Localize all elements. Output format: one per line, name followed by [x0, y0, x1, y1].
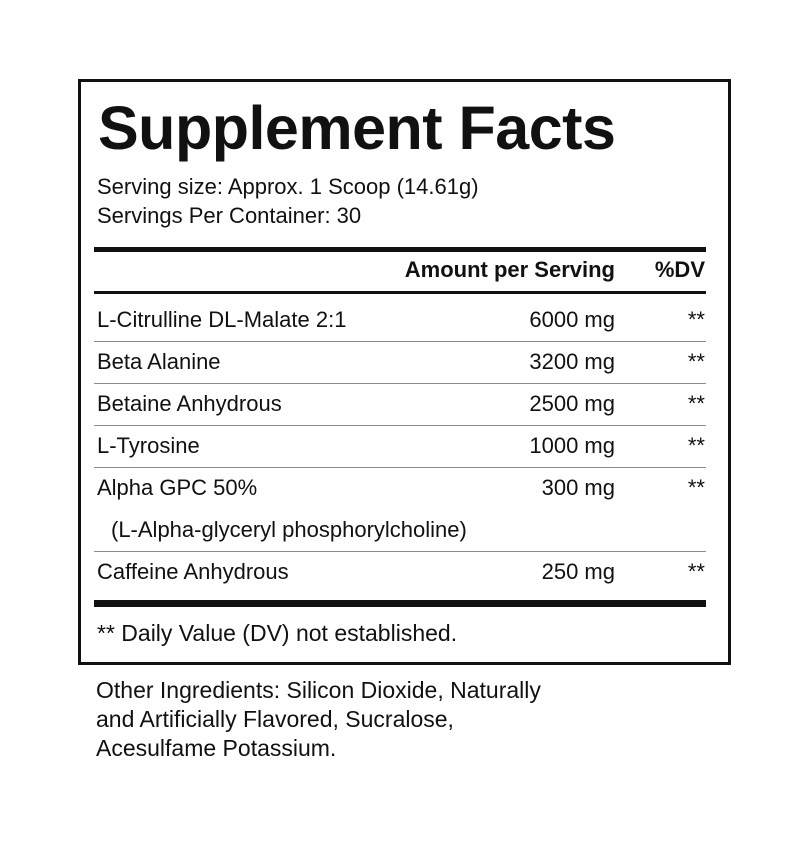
row-divider [94, 551, 706, 552]
ingredient-dv: ** [687, 349, 705, 374]
ingredient-dv: ** [687, 559, 705, 584]
ingredient-amount: 6000 mg [529, 307, 615, 332]
other-ingredients-line: Other Ingredients: Silicon Dioxide, Natu… [96, 677, 541, 703]
footnote: ** Daily Value (DV) not established. [97, 620, 458, 646]
ingredient-amount: 2500 mg [529, 391, 615, 416]
row-divider [94, 467, 706, 468]
ingredient-name: Beta Alanine [97, 349, 221, 374]
other-ingredients: Other Ingredients: Silicon Dioxide, Natu… [96, 676, 541, 763]
ingredient-name: Alpha GPC 50% [97, 475, 258, 500]
row-divider [94, 425, 706, 426]
header-dv: %DV [654, 257, 705, 282]
ingredient-name: Betaine Anhydrous [97, 391, 282, 416]
header-amount: Amount per Serving [404, 257, 615, 282]
ingredient-name: L-Tyrosine [97, 433, 200, 458]
ingredient-amount: 250 mg [541, 559, 615, 584]
ingredient-dv: ** [687, 307, 705, 332]
ingredient-amount: 3200 mg [529, 349, 615, 374]
ingredient-name: Caffeine Anhydrous [97, 559, 289, 584]
row-divider [94, 383, 706, 384]
header-divider [94, 291, 706, 294]
thick-divider [94, 247, 706, 252]
servings-per-container: Servings Per Container: 30 [97, 203, 362, 228]
ingredient-dv: ** [687, 391, 705, 416]
ingredient-amount: 1000 mg [529, 433, 615, 458]
bottom-thick-divider [94, 600, 706, 607]
ingredient-subtitle: (L-Alpha-glyceryl phosphorylcholine) [111, 517, 467, 542]
ingredient-dv: ** [687, 433, 705, 458]
ingredient-amount: 300 mg [541, 475, 615, 500]
supplement-facts-panel [78, 79, 731, 665]
serving-size: Serving size: Approx. 1 Scoop (14.61g) [97, 174, 479, 199]
ingredient-name: L-Citrulline DL-Malate 2:1 [97, 307, 347, 332]
other-ingredients-line: Acesulfame Potassium. [96, 735, 337, 761]
row-divider [94, 341, 706, 342]
other-ingredients-line: and Artificially Flavored, Sucralose, [96, 706, 454, 732]
panel-title: Supplement Facts [98, 94, 616, 162]
ingredient-dv: ** [687, 475, 705, 500]
